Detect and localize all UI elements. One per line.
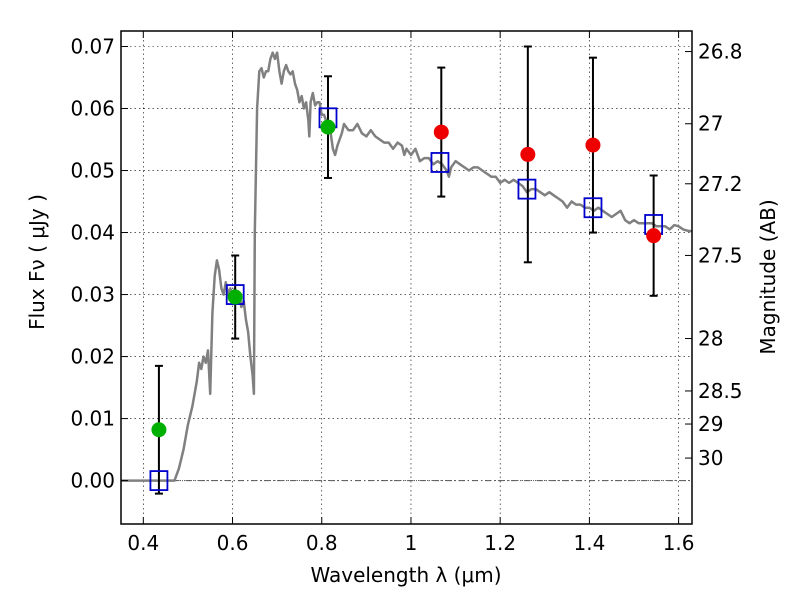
model-flux-square [149, 470, 169, 491]
nir-data-point [585, 137, 601, 153]
optical-data-point [320, 119, 336, 135]
nir-data-point [520, 146, 536, 162]
y-tick-label: 0.03 [70, 283, 115, 307]
y-tick-label: 0.07 [70, 35, 115, 59]
model-flux-square [517, 178, 537, 200]
y-tick-label: 0.02 [70, 345, 115, 369]
axes: 0.4 0.6 0.8 1 1.2 1.4 1.6 0.00 0.01 0.02 0.03 0.04 0… [70, 31, 743, 555]
magnitude-tick-label: 27.2 [698, 172, 743, 196]
x-tick-label: 1.6 [663, 531, 695, 555]
grid [121, 31, 692, 524]
y-tick-label: 0.06 [70, 97, 115, 121]
x-tick-label: 0.8 [306, 531, 338, 555]
y-tick-label: 0.04 [70, 221, 115, 245]
y-tick-label: 0.05 [70, 159, 115, 183]
x-axis-label: Wavelength λ (μm) [310, 563, 501, 587]
x-tick-label: 1.4 [573, 531, 605, 555]
magnitude-tick-label: 28.5 [698, 379, 743, 403]
x-tick-label: 1 [405, 531, 418, 555]
x-tick-label: 1.2 [484, 531, 516, 555]
magnitude-tick-label: 26.8 [698, 40, 743, 64]
magnitude-tick-label: 27.5 [698, 243, 743, 267]
optical-data-point [227, 289, 243, 305]
optical-data-point [151, 422, 167, 438]
model-spectrum-line [121, 51, 693, 482]
magnitude-tick-label: 29 [698, 412, 723, 436]
magnitude-tick-label: 28 [698, 327, 723, 351]
y-axis-label: Flux Fν ( μJy ) [25, 194, 49, 330]
nir-data-point [646, 228, 662, 244]
model-flux-square [430, 152, 450, 173]
x-tick-label: 0.4 [127, 531, 159, 555]
model-flux-square [583, 197, 603, 219]
right-axis-label: Magnitude (AB) [756, 199, 780, 354]
magnitude-tick-label: 27 [698, 112, 723, 136]
y-tick-label: 0.00 [70, 469, 115, 493]
plot-frame [120, 30, 693, 525]
y-tick-label: 0.01 [70, 407, 115, 431]
magnitude-tick-label: 30 [698, 446, 723, 470]
nir-data-point [433, 124, 449, 140]
x-tick-label: 0.6 [217, 531, 249, 555]
plot-area [121, 45, 693, 495]
plot-background [121, 31, 692, 524]
